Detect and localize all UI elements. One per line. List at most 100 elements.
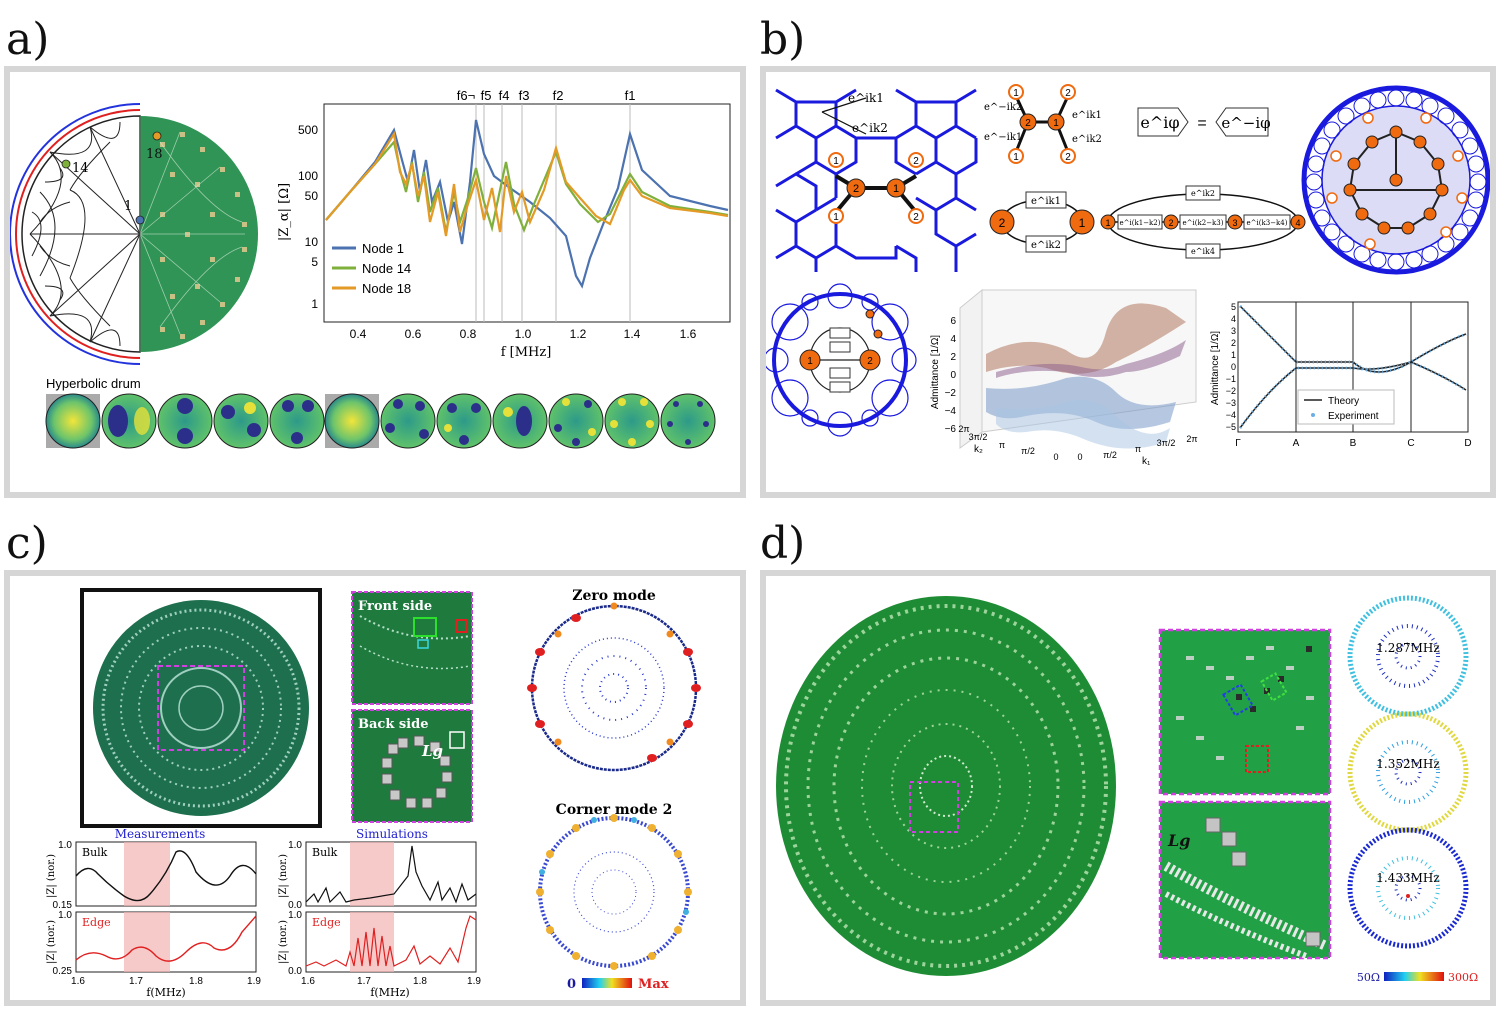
eq-left: e^iφ	[1140, 113, 1179, 132]
drum-mode-6	[325, 394, 379, 448]
front-side-photo: Front side	[352, 592, 472, 704]
hyperbolic-disk: 1 14 18	[10, 104, 258, 364]
freq-mark-f1: f1	[625, 88, 636, 103]
svg-text:2: 2	[913, 156, 919, 167]
lattice-phase-k1: e^ik1	[848, 91, 884, 105]
legend-node-1: Node 1	[362, 241, 404, 256]
admittance-surface: 6 4 2 0 −2 −4 −6 Admittance [1/Ω] 0 π/2 …	[930, 290, 1198, 467]
bt-m2: −2	[1226, 386, 1236, 396]
bt-m3: −3	[1226, 398, 1236, 408]
pcb-photo-large	[82, 590, 320, 826]
freq-mark-f4: f4	[499, 88, 510, 103]
hyperbolic-unit-cell	[1304, 88, 1488, 272]
bt-5: 5	[1231, 302, 1236, 312]
bt-2: 2	[1231, 338, 1236, 348]
k1t-0: 0	[1077, 452, 1082, 462]
star-label-3: e^−ik1	[984, 132, 1022, 143]
k2t-2: π	[999, 440, 1005, 450]
scale-min: 0	[567, 977, 576, 992]
panel-label-a: a)	[6, 18, 49, 62]
svg-text:1: 1	[1079, 216, 1086, 230]
panel-d-figure: Lg 1.287MHz 1.352MHz 1.433MHz 50Ω 300Ω	[766, 576, 1490, 1000]
pcb-disk-large	[776, 596, 1116, 976]
sim-edge-label: Edge	[312, 916, 341, 929]
legend-node-14: Node 14	[362, 261, 411, 276]
panel-b: 21 11 22 e^ik1 e^ik2 21 11 22 e^−ik2 e^i…	[760, 66, 1496, 498]
svg-text:1: 1	[1053, 118, 1059, 129]
k1t-1: π/2	[1103, 450, 1117, 460]
zt-0: 0	[950, 370, 956, 381]
svg-text:2: 2	[867, 356, 873, 367]
graph1-phase-1: e^ik1	[1031, 196, 1061, 207]
svg-text:1: 1	[1105, 218, 1110, 228]
zt-6: 6	[950, 316, 956, 327]
ytick-1: 1	[311, 297, 318, 311]
graph2-phase-1: e^ik2	[1191, 189, 1215, 198]
eq-sign: =	[1197, 115, 1206, 132]
node-14-label: 14	[72, 161, 89, 176]
node-1-marker	[136, 216, 144, 224]
band-plot: 5 4 3 2 1 0 −1 −2 −3 −4 −5 Admittance [1…	[1210, 302, 1472, 449]
mx-1.6: 1.6	[71, 976, 85, 987]
svg-text:2: 2	[1168, 218, 1173, 228]
impedance-ylabel: |Z_α| [Ω]	[277, 183, 292, 241]
meas-edge-ylabel: |Z| (nor.)	[46, 920, 57, 964]
freq-mark-f5: f5	[481, 88, 492, 103]
k2t-3: π/2	[1021, 446, 1035, 456]
bt-1: 1	[1231, 350, 1236, 360]
node-18-marker	[153, 132, 161, 140]
drum-mode-7	[381, 394, 435, 448]
eq-right: e^−iφ	[1221, 114, 1270, 132]
freq-mark-f6: f6¬	[457, 88, 475, 103]
xtick-1.6: 1.6	[680, 327, 697, 341]
zt-4: 4	[950, 334, 956, 345]
meas-bulk-label: Bulk	[82, 846, 108, 859]
impedance-legend: Node 1 Node 14 Node 18	[332, 241, 411, 296]
surface-k1-label: k₁	[1142, 456, 1151, 467]
svg-text:1: 1	[1013, 152, 1019, 163]
zoom-photo-bottom: Lg	[1160, 802, 1330, 958]
meas-xlabel: f(MHz)	[146, 986, 185, 999]
surface-k2-label: k₂	[974, 444, 983, 455]
bx-b: B	[1350, 438, 1357, 449]
zoom-photo-top	[1160, 630, 1330, 794]
back-side-lg: Lg	[421, 742, 443, 760]
scale-max: Max	[638, 977, 669, 992]
freq-mark-f2: f2	[553, 88, 564, 103]
svg-text:3: 3	[1232, 218, 1237, 228]
svg-text:1: 1	[833, 156, 839, 167]
svg-text:4: 4	[1295, 218, 1300, 228]
zt-m6: −6	[945, 424, 957, 435]
freq-mark-f3: f3	[519, 88, 530, 103]
bx-a: A	[1293, 438, 1300, 449]
bt-m5: −5	[1226, 422, 1236, 432]
impedance-plot: f6¬ f5 f4 f3 f2 f1 500 100 50 10 5 1 0.4…	[277, 88, 730, 360]
graph2-phase-4: e^i(k3−k4)	[1247, 219, 1288, 227]
back-side-photo: Back side Lg	[352, 710, 472, 822]
impedance-xlabel: f [MHz]	[501, 345, 552, 360]
ytick-5: 5	[311, 255, 318, 269]
bx-d: D	[1464, 438, 1471, 449]
impedance-map-1: 1.287MHz	[1350, 598, 1466, 714]
drum-title: Hyperbolic drum	[46, 376, 141, 391]
panel-d: Lg 1.287MHz 1.352MHz 1.433MHz 50Ω 300Ω	[760, 570, 1496, 1006]
measurements-title: Measurements	[115, 827, 205, 841]
impedance-map-3: 1.433MHz	[1350, 830, 1466, 946]
bt-0: 0	[1231, 362, 1236, 372]
phase-equation: e^iφ = e^−iφ	[1138, 108, 1271, 136]
two-node-graph: 21 e^ik1 e^ik2	[990, 192, 1094, 252]
zt-m2: −2	[945, 388, 957, 399]
k1t-4: 2π	[1186, 434, 1197, 444]
svg-text:2: 2	[1025, 118, 1031, 129]
surface-zlabel: Admittance [1/Ω]	[930, 335, 941, 409]
zero-mode-title: Zero mode	[572, 588, 656, 604]
meas-bulk-ylabel: |Z| (nor.)	[46, 854, 57, 898]
me-ytop: 1.0	[58, 910, 72, 921]
mb-ytop: 1.0	[58, 840, 72, 851]
back-side-label: Back side	[358, 717, 428, 732]
panel-label-c: c)	[6, 522, 48, 566]
graph1-phase-2: e^ik2	[1031, 240, 1061, 251]
xtick-1.0: 1.0	[515, 327, 532, 341]
mx-1.7: 1.7	[129, 976, 143, 987]
corner-mode-map: Corner mode 2 0 Max	[536, 802, 692, 992]
